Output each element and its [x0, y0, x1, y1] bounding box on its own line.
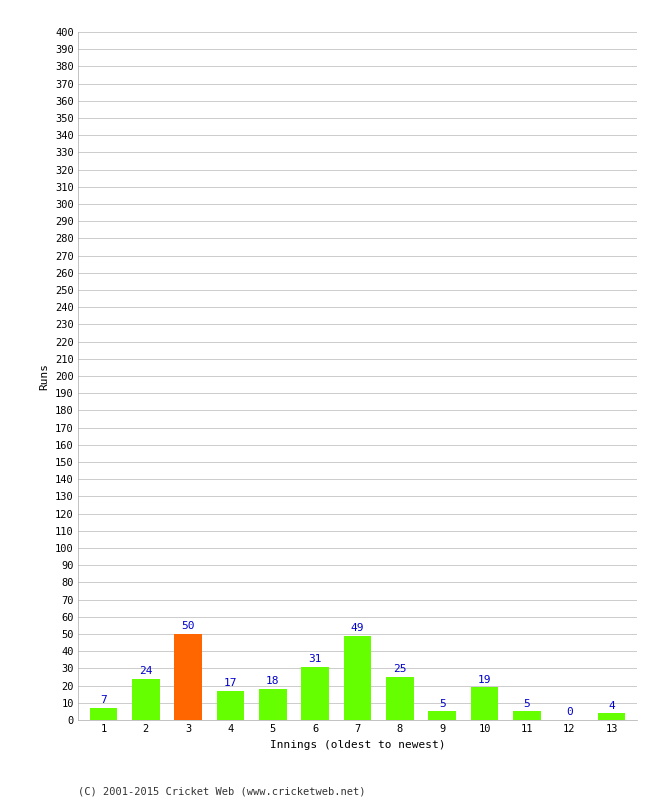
Bar — [386, 677, 413, 720]
Text: 19: 19 — [478, 674, 491, 685]
Text: 49: 49 — [351, 623, 364, 633]
Bar — [471, 687, 499, 720]
X-axis label: Innings (oldest to newest): Innings (oldest to newest) — [270, 740, 445, 750]
Text: 50: 50 — [181, 622, 195, 631]
Bar — [598, 713, 625, 720]
Text: (C) 2001-2015 Cricket Web (www.cricketweb.net): (C) 2001-2015 Cricket Web (www.cricketwe… — [78, 786, 365, 796]
Text: 4: 4 — [608, 701, 615, 710]
Text: 24: 24 — [139, 666, 153, 676]
Bar — [344, 636, 371, 720]
Text: 5: 5 — [523, 699, 530, 709]
Bar — [174, 634, 202, 720]
Text: 18: 18 — [266, 677, 280, 686]
Text: 7: 7 — [100, 695, 107, 706]
Bar — [216, 690, 244, 720]
Bar — [259, 689, 287, 720]
Text: 17: 17 — [224, 678, 237, 688]
Text: 25: 25 — [393, 665, 407, 674]
Bar — [513, 711, 541, 720]
Text: 5: 5 — [439, 699, 445, 709]
Bar — [132, 678, 159, 720]
Bar — [90, 708, 117, 720]
Y-axis label: Runs: Runs — [40, 362, 49, 390]
Bar — [302, 666, 329, 720]
Text: 0: 0 — [566, 707, 573, 718]
Text: 31: 31 — [308, 654, 322, 664]
Bar — [428, 711, 456, 720]
